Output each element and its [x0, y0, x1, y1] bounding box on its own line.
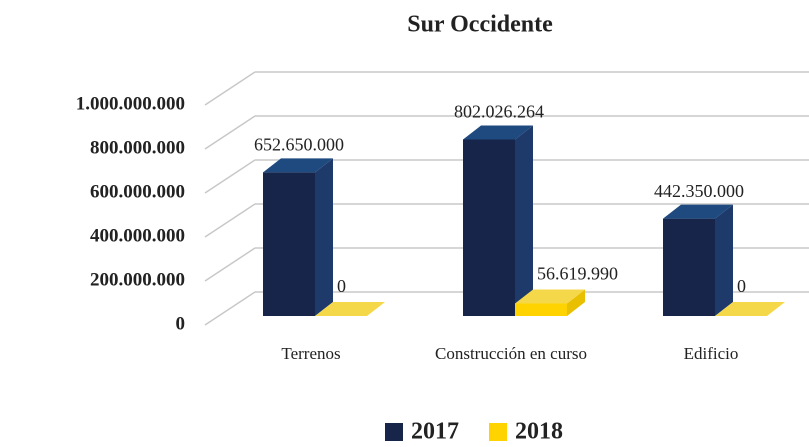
bar — [463, 125, 533, 316]
data-label: 0 — [337, 276, 346, 296]
bar-top — [463, 125, 533, 140]
legend-swatch — [489, 423, 507, 441]
data-label: 0 — [737, 276, 746, 296]
bar-side — [715, 204, 733, 316]
bar-side — [567, 289, 585, 316]
x-tick-label: Edificio — [683, 344, 739, 363]
bar-top — [663, 204, 733, 219]
bar — [663, 204, 733, 316]
y-tick-label: 600.000.000 — [90, 181, 185, 202]
y-tick-label: 800.000.000 — [90, 137, 185, 158]
legend-label: 2018 — [515, 419, 563, 445]
bar-top — [263, 158, 333, 173]
data-label: 802.026.264 — [454, 102, 544, 122]
bar — [715, 302, 785, 316]
bar-front — [263, 172, 315, 316]
grid-line — [204, 247, 256, 282]
bar-side — [315, 158, 333, 316]
grid-line — [204, 203, 256, 238]
bar-top — [715, 302, 785, 316]
bar-top — [515, 289, 585, 304]
data-label: 56.619.990 — [537, 264, 618, 284]
legend-swatch — [385, 423, 403, 441]
bar-top — [315, 302, 385, 316]
bar — [515, 289, 585, 316]
bar-side — [515, 125, 533, 316]
bar-front — [515, 303, 567, 316]
grid-line — [204, 71, 256, 106]
y-tick-label: 400.000.000 — [90, 225, 185, 246]
grid-line — [204, 115, 256, 150]
y-tick-label: 1.000.000.000 — [76, 93, 185, 114]
bar-front — [663, 218, 715, 316]
data-label: 652.650.000 — [254, 135, 344, 155]
y-tick-label: 0 — [176, 313, 186, 334]
bar — [263, 158, 333, 316]
bar — [315, 302, 385, 316]
x-tick-label: Construcción en curso — [434, 344, 588, 363]
grid-line — [204, 291, 256, 326]
legend-label: 2017 — [411, 419, 459, 445]
chart-title: Sur Occidente — [407, 12, 553, 38]
y-tick-label: 200.000.000 — [90, 269, 185, 290]
bar-front — [463, 139, 515, 316]
grid-line — [204, 159, 256, 194]
x-tick-label: Terrenos — [281, 344, 341, 363]
data-label: 442.350.000 — [654, 181, 744, 201]
